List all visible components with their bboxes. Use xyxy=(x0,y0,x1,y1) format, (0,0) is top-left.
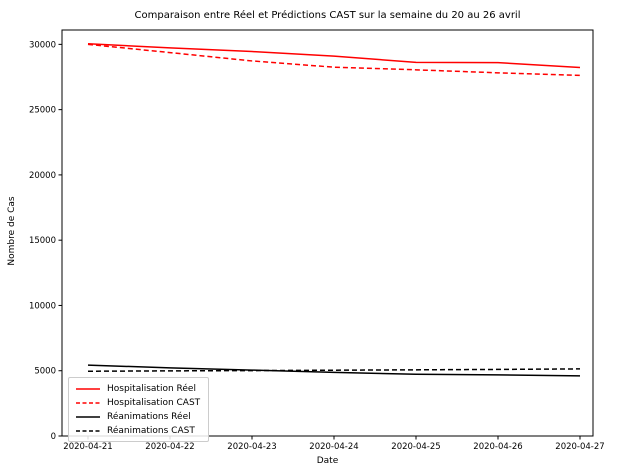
y-tick-label: 30000 xyxy=(29,40,56,50)
legend-label: Réanimations CAST xyxy=(107,425,195,436)
chart-title: Comparaison entre Réel et Prédictions CA… xyxy=(134,10,521,21)
x-tick-label: 2020-04-26 xyxy=(473,442,522,452)
legend-label: Hospitalisation CAST xyxy=(107,397,201,408)
legend-item: Hospitalisation CAST xyxy=(75,396,200,409)
y-tick-label: 20000 xyxy=(29,171,56,181)
legend-label: Hospitalisation Réel xyxy=(107,383,196,394)
legend-line-sample xyxy=(76,429,100,432)
series-line-dashed xyxy=(87,368,581,372)
legend-item: Réanimations Réel xyxy=(75,410,200,423)
y-tick-label: 15000 xyxy=(29,236,56,246)
series-line-dashed xyxy=(87,43,581,77)
x-tick-label: 2020-04-25 xyxy=(391,442,440,452)
x-axis-label: Date xyxy=(316,456,339,466)
legend-label: Réanimations Réel xyxy=(107,411,191,422)
y-tick-label: 0 xyxy=(51,432,56,442)
series-line-solid xyxy=(87,42,581,69)
legend: Hospitalisation Réel Hospitalisation CAST… xyxy=(68,377,210,442)
legend-line-sample xyxy=(76,415,100,418)
x-tick-label: 2020-04-24 xyxy=(309,442,358,452)
y-tick-label: 5000 xyxy=(34,367,56,377)
plot-frame xyxy=(61,29,594,437)
legend-item: Réanimations CAST xyxy=(75,424,200,437)
x-tick-label: 2020-04-27 xyxy=(555,442,604,452)
x-tick-label: 2020-04-22 xyxy=(145,442,194,452)
legend-line-sample xyxy=(76,387,100,390)
x-tick-label: 2020-04-21 xyxy=(63,442,112,452)
x-tick-label: 2020-04-23 xyxy=(227,442,276,452)
y-tick-label: 10000 xyxy=(29,301,56,311)
series-line-solid xyxy=(87,364,581,377)
y-tick-label: 25000 xyxy=(29,106,56,116)
legend-line-sample xyxy=(76,401,100,404)
y-axis-label: Nombre de Cas xyxy=(7,196,17,266)
legend-item: Hospitalisation Réel xyxy=(75,382,200,395)
